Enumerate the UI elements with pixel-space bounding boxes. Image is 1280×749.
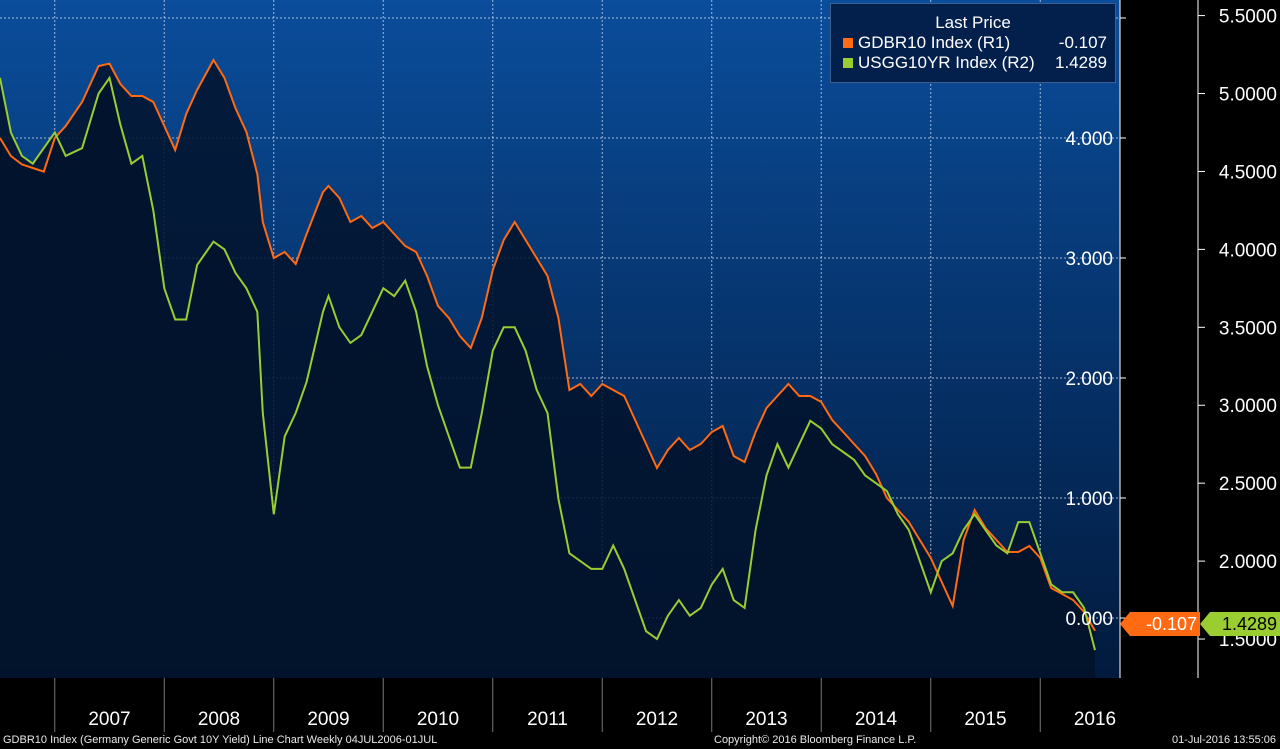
x-axis: 2007 2008 2009 2010 2011 2012 2013 2014 2015 2016: [54, 678, 1116, 732]
usgg-area: [0, 77, 1095, 678]
x-axis-panel: [0, 678, 1280, 732]
x-tick-label: 2010: [417, 709, 459, 730]
gdbr-last-label: -0.107: [1146, 614, 1197, 634]
legend-name-gdbr: GDBR10 Index (R1): [858, 33, 1011, 52]
footer-copyright: Copyright© 2016 Bloomberg Finance L.P.: [714, 734, 917, 746]
footer-bar: GDBR10 Index (Germany Generic Govt 10Y Y…: [0, 732, 1280, 749]
chart-svg: 5.0004.0003.0002.0001.0000.0005.50005.00…: [0, 0, 1280, 732]
r2-tick-label: 4.0000: [1219, 240, 1277, 261]
r1-tick-label: 1.000: [1065, 489, 1113, 510]
x-tick-label: 2013: [745, 709, 787, 730]
legend-name-usgg: USGG10YR Index (R2): [858, 53, 1035, 72]
r2-tick-label: 2.0000: [1219, 552, 1277, 573]
r2-tick-label: 3.0000: [1219, 396, 1277, 417]
last-price-labels: -0.107 1.4289: [1120, 612, 1280, 636]
r2-tick-label: 2.5000: [1219, 474, 1277, 495]
legend-box: Last Price GDBR10 Index (R1) -0.107 USGG…: [830, 3, 1116, 83]
legend-swatch-usgg: [843, 58, 853, 68]
r1-tick-label: 0.000: [1065, 609, 1113, 630]
r2-tick-label: 4.5000: [1219, 162, 1277, 183]
r2-tick-label: 5.5000: [1219, 7, 1277, 28]
footer-timestamp: 01-Jul-2016 13:55:06: [1172, 734, 1276, 746]
r2-tick-label: 3.5000: [1219, 318, 1277, 339]
gdbr-line: [0, 58, 1096, 632]
usgg-last-label: 1.4289: [1222, 614, 1277, 634]
r1-tick-label: 4.000: [1065, 129, 1113, 150]
r1-tick-label: 2.000: [1065, 369, 1113, 390]
x-tick-label: 2016: [1074, 709, 1116, 730]
legend-value-usgg: 1.4289: [1055, 53, 1107, 72]
legend-header: Last Price: [935, 13, 1011, 32]
legend-item-gdbr[interactable]: GDBR10 Index (R1) -0.107: [831, 33, 1115, 53]
series-lines: [0, 58, 1096, 651]
x-tick-label: 2014: [855, 709, 898, 730]
gdbr-last-badge: [1120, 612, 1200, 636]
x-tick-label: 2015: [964, 709, 1006, 730]
x-tick-label: 2007: [88, 709, 130, 730]
usgg-line: [0, 75, 1096, 651]
r1-tick-label: 3.000: [1065, 249, 1113, 270]
footer-description: GDBR10 Index (Germany Generic Govt 10Y Y…: [3, 734, 438, 746]
usgg-last-badge: [1200, 612, 1280, 636]
area-fill: [0, 60, 1095, 678]
legend-item-usgg[interactable]: USGG10YR Index (R2) 1.4289: [831, 53, 1115, 73]
x-tick-label: 2009: [307, 709, 349, 730]
x-tick-label: 2008: [198, 709, 240, 730]
x-tick-label: 2011: [527, 709, 568, 730]
r2-tick-label: 5.0000: [1219, 85, 1277, 106]
axis-panel: [1120, 0, 1280, 678]
legend-value-gdbr: -0.107: [1058, 33, 1107, 52]
legend-swatch-gdbr: [843, 38, 853, 48]
x-tick-label: 2012: [636, 709, 678, 730]
